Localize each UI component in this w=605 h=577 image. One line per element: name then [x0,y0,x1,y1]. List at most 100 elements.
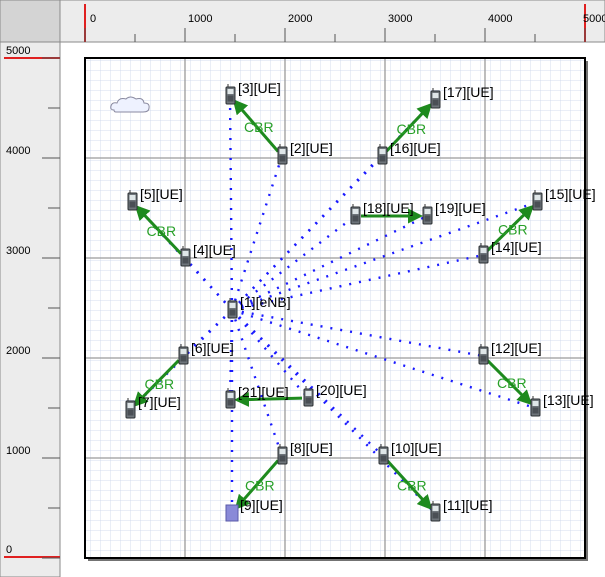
left-ruler-label-3000: 3000 [6,245,30,257]
ue-label: [19][UE] [435,200,486,216]
cbr-flow-ue20-ue21[interactable] [233,392,303,408]
ue-node-ue11[interactable]: [11][UE] [430,497,493,522]
ue-node-ue2[interactable]: [2][UE] [277,140,333,165]
cbr-flows: CBR CBR CBR CBR CBR CBR CBR CBR [132,99,535,511]
mobile-phone-icon [225,84,236,105]
ue-label: [12][UE] [491,340,542,356]
mobile-phone-icon [225,504,239,522]
left-ruler-label-5000: 5000 [6,45,30,57]
ue-node-ue3[interactable]: [3][UE] [225,80,281,105]
ue-node-ue17[interactable]: [17][UE] [430,84,494,109]
ue-node-ue13[interactable]: [13][UE] [530,392,594,417]
cbr-label: CBR [147,223,177,239]
cbr-flow-ue4-ue5[interactable] [134,204,182,255]
cbr-flow-ue8-ue9[interactable] [234,459,280,510]
mobile-phone-icon [430,501,441,522]
left-ruler: 5000 4000 3000 2000 1000 0 [0,41,61,577]
mobile-phone-icon [277,444,288,465]
mobile-phone-icon [225,388,236,409]
ue-label: [6][UE] [191,340,234,356]
base-station-icon [227,298,238,319]
mobile-phone-icon [178,344,189,365]
cbr-label: CBR [397,121,427,137]
left-ruler-label-2000: 2000 [6,345,30,357]
ue-node-ue10[interactable]: [10][UE] [378,440,442,465]
mobile-phone-icon [430,88,441,109]
cbr-label: CBR [397,478,427,494]
network-nodes: [1][eNB] [2][UE] [3][UE] [4][UE] [5][UE] [6][… [125,80,596,522]
mobile-phone-icon [530,396,541,417]
mobile-phone-icon [180,246,191,267]
mobile-phone-icon [377,144,388,165]
mobile-phone-icon [303,386,314,407]
ue-label: [9][UE] [240,497,283,513]
ue-node-ue8[interactable]: [8][UE] [277,440,333,465]
mobile-phone-icon [532,190,543,211]
cbr-flow-ue6-ue7[interactable] [132,359,180,408]
ue-label: [3][UE] [238,80,281,96]
left-ruler-label-0: 0 [6,544,12,556]
top-ruler-label-0: 0 [90,13,96,25]
simulation-area[interactable] [84,57,588,561]
major-grid [85,58,585,558]
mobile-phone-icon [422,204,433,225]
cbr-flow-ue14-ue15[interactable] [486,204,535,252]
ue-label: [16][UE] [390,140,441,156]
mobile-phone-icon [478,243,489,264]
top-ruler-label-2000: 2000 [288,13,312,25]
ue-node-ue18[interactable]: [18][UE] [350,200,414,225]
mobile-phone-icon [478,344,489,365]
cloud-icon[interactable] [110,96,150,113]
ue-label: [20][UE] [316,382,367,398]
cbr-label: CBR [145,376,175,392]
cbr-label: CBR [498,222,528,238]
left-ruler-label-1000: 1000 [6,445,30,457]
enb-label: [1][eNB] [240,294,291,310]
ue-node-ue21[interactable]: [21][UE] [225,384,289,409]
ue-label: [5][UE] [140,186,183,202]
top-ruler: 0 1000 2000 3000 4000 5000 [59,0,605,43]
ue-label: [10][UE] [391,440,442,456]
ue-node-ue19[interactable]: [19][UE] [422,200,486,225]
cbr-flow-ue16-ue17[interactable] [385,102,433,153]
enb-node[interactable]: [1][eNB] [227,294,291,319]
ue-node-ue15[interactable]: [15][UE] [532,186,596,211]
ue-node-ue14[interactable]: [14][UE] [478,239,542,264]
ue-label: [2][UE] [290,140,333,156]
mobile-phone-icon [350,204,361,225]
ue-label: [4][UE] [193,242,236,258]
ue-label: [14][UE] [491,239,542,255]
ue-node-ue4[interactable]: [4][UE] [180,242,236,267]
ue-label: [7][UE] [138,394,181,410]
ue-node-ue6[interactable]: [6][UE] [178,340,234,365]
ue-node-ue7[interactable]: [7][UE] [125,394,181,419]
top-ruler-label-5000: 5000 [583,13,605,25]
ue-label: [17][UE] [443,84,494,100]
ue-node-ue5[interactable]: [5][UE] [127,186,183,211]
cbr-label: CBR [497,375,527,391]
ruler-corner [0,0,61,43]
ue-label: [11][UE] [443,497,493,513]
ue-label: [13][UE] [543,392,594,408]
cbr-flow-ue2-ue3[interactable] [232,99,280,153]
cbr-label: CBR [245,478,275,494]
cbr-flow-ue10-ue11[interactable] [385,459,433,511]
top-ruler-label-1000: 1000 [188,13,212,25]
wireless-link-ue19 [231,214,428,312]
left-ruler-label-4000: 4000 [6,145,30,157]
ue-node-ue20[interactable]: [20][UE] [303,382,367,407]
ue-node-ue16[interactable]: [16][UE] [377,140,441,165]
mobile-phone-icon [127,190,138,211]
ue-label: [21][UE] [238,384,289,400]
cbr-flow-ue12-ue13[interactable] [486,359,533,406]
wireless-link-ue2 [230,155,284,311]
mobile-phone-icon [378,444,389,465]
wireless-link-ue15 [231,200,538,312]
ue-label: [18][UE] [363,200,414,216]
ue-node-ue9[interactable]: [9][UE] [225,497,283,522]
ue-label: [15][UE] [545,186,596,202]
ue-label: [8][UE] [290,440,333,456]
top-ruler-label-3000: 3000 [388,13,412,25]
ue-node-ue12[interactable]: [12][UE] [478,340,542,365]
